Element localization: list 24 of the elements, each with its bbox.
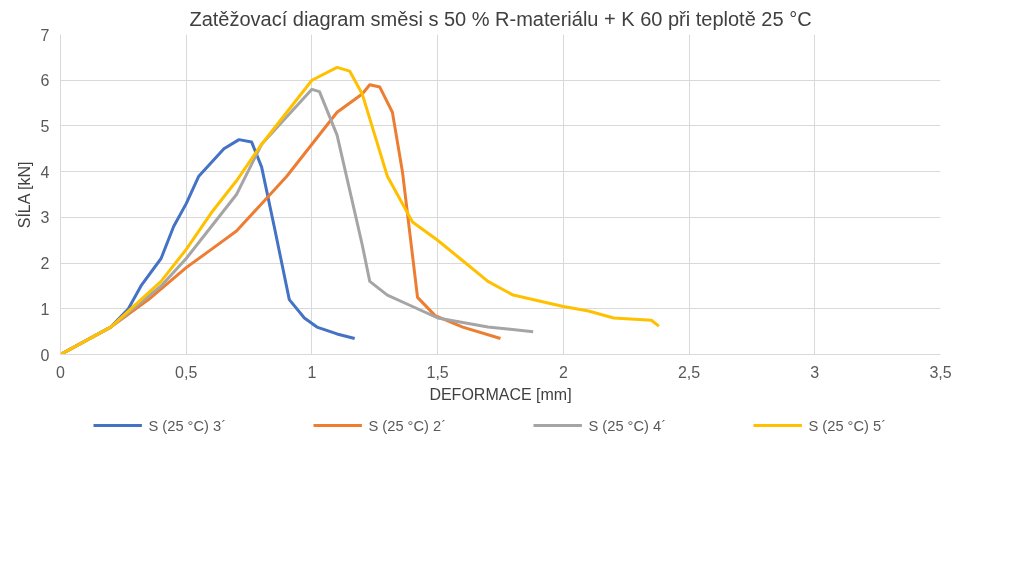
y-tick-label: 6 [40,72,50,90]
x-tick-label: 1 [307,363,317,381]
y-tick-label: 3 [40,209,50,227]
line-series [60,65,661,355]
legend-label: S (25 °C) 3´ [148,417,227,434]
y-tick-label: 0 [40,346,50,364]
legend-label: S (25 °C) 4´ [588,417,667,434]
legend-label: S (25 °C) 2´ [368,417,447,434]
y-tick-label: 5 [40,117,50,135]
y-axis-title: SÍLA [kN] [14,161,33,229]
x-axis-title: DEFORMACE [mm] [429,385,572,403]
x-tick-label: 0,5 [175,363,198,381]
x-tick-label: 3 [810,363,820,381]
y-tick-label: 7 [40,26,50,44]
x-tick-label: 2 [558,363,568,381]
y-tick-label: 4 [40,163,50,181]
y-tick-label: 2 [40,255,50,273]
x-tick-label: 2,5 [677,363,701,381]
x-tick-label: 0 [56,363,66,381]
chart-title: Zatěžovací diagram směsi s 50 % R-materiálu + K 60 při teplotě 25 °C [189,7,812,30]
y-tick-label: 1 [40,300,50,318]
x-tick-label: 1,5 [426,363,449,381]
x-tick-label: 3,5 [929,363,952,381]
legend-label: S (25 °C) 5´ [808,417,887,434]
